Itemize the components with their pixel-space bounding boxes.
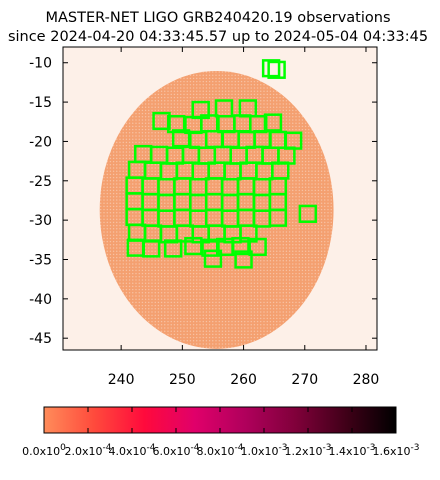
y-tick-label: -10 [29,56,52,72]
field-outline [248,237,267,257]
observed-fields [125,59,318,269]
chart-subtitle: since 2024-04-20 04:33:45.57 up to 2024-… [8,29,428,45]
y-tick-label: -25 [29,174,52,190]
field-outline [203,249,223,268]
colorbar-label: 2.0x10-4 [65,443,112,458]
field-outline [267,60,286,79]
colorbar-label: 1.0x10-3 [241,443,288,458]
x-tick-label: 280 [353,372,380,388]
colorbar-label: 0.0x100 [22,443,66,458]
x-tick-label: 250 [169,372,196,388]
chart-title: MASTER-NET LIGO GRB240420.19 observation… [45,10,390,26]
field-outline [263,113,283,132]
field-outline [268,208,288,227]
colorbar-label: 6.0x10-4 [153,443,200,458]
field-outline [141,239,161,258]
x-axis: 240 250 260 270 280 [108,47,380,388]
x-tick-label: 240 [108,372,135,388]
colorbar-label: 8.0x10-4 [197,443,244,458]
colorbar-label: 1.6x10-3 [373,443,420,458]
plot-area [63,47,377,350]
field-outline [261,59,281,78]
x-tick-label: 270 [291,372,318,388]
y-tick-label: -20 [29,134,52,150]
probability-map [63,47,377,350]
y-tick-label: -35 [29,252,52,268]
colorbar-label: 1.2x10-3 [285,443,332,458]
colorbar-label: 4.0x10-4 [109,443,156,458]
field-outline [298,204,318,223]
field-outline [234,250,253,269]
field-outline [163,239,183,258]
x-tick-label: 260 [230,372,257,388]
plot-frame [62,46,378,351]
y-tick-label: -30 [29,213,52,229]
colorbar: 0.0x1002.0x10-44.0x10-46.0x10-48.0x10-41… [22,406,420,458]
y-tick-label: -15 [29,95,52,111]
y-axis: -10 -15 -20 -25 -30 -35 -40 -45 [29,56,377,347]
colorbar-label: 1.4x10-3 [329,443,376,458]
y-tick-label: -45 [29,331,52,347]
y-tick-label: -40 [29,292,52,308]
